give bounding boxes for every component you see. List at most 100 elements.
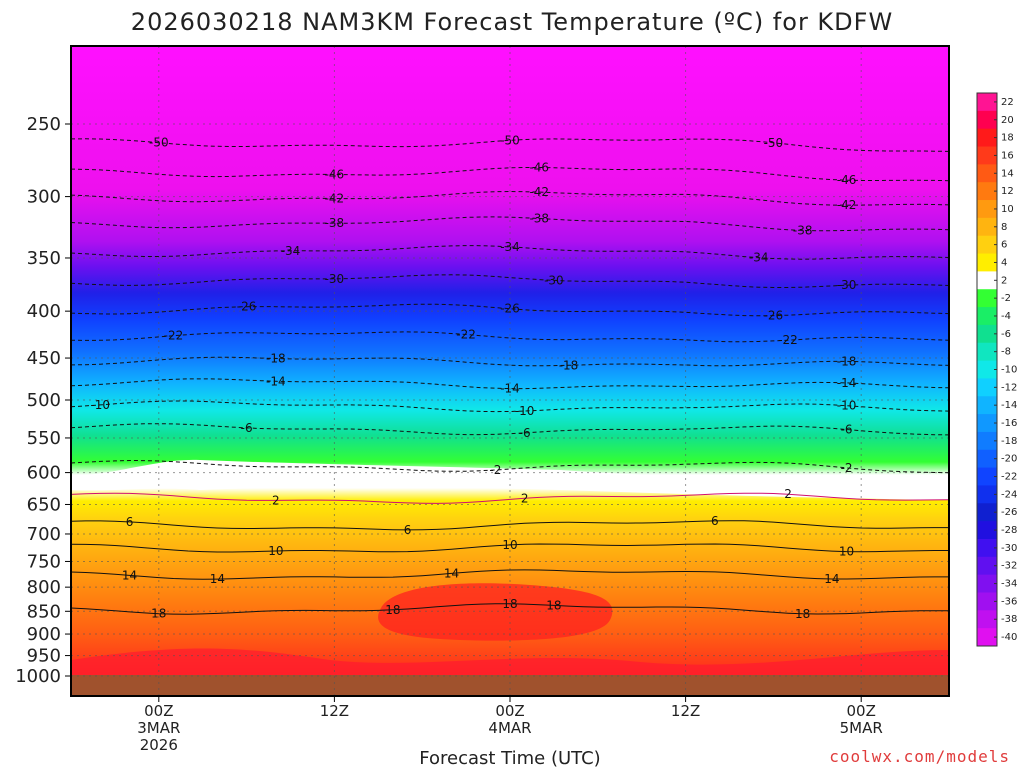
x-axis-label: Forecast Time (UTC) <box>419 748 600 768</box>
colorbar-swatch <box>977 182 997 201</box>
y-tick-label: 450 <box>27 348 61 369</box>
y-tick-label: 550 <box>27 428 61 449</box>
contour-label: 14 <box>210 572 225 586</box>
colorbar-label: -32 <box>1001 561 1017 572</box>
contour-label: -46 <box>325 167 345 181</box>
contour-label: -34 <box>500 240 520 254</box>
contour-label: -50 <box>764 136 784 150</box>
colorbar-label: 20 <box>1001 115 1014 126</box>
contour-label: -22 <box>456 328 476 342</box>
colorbar-label: -40 <box>1001 632 1017 643</box>
contour-label: 2 <box>784 487 792 501</box>
colorbar-label: -18 <box>1001 436 1017 447</box>
contour-label: -50 <box>149 136 169 150</box>
contour-label: -26 <box>500 302 520 316</box>
colorbar-swatch <box>977 378 997 397</box>
colorbar-label: 12 <box>1001 186 1014 197</box>
contour-label: -50 <box>500 133 520 147</box>
y-tick-label: 400 <box>27 301 61 322</box>
contour-labels: -50 -50 -50 -46 -46 -46 -42 -42 -42 -38 -38 -38 -34 -… <box>90 133 857 621</box>
colorbar-swatch <box>977 200 997 219</box>
contour-label: -30 <box>837 278 857 292</box>
colorbar-label: -22 <box>1001 472 1017 483</box>
contour-label: -42 <box>325 191 345 205</box>
x-tick-label: 00Z <box>144 702 173 720</box>
y-tick-label: 350 <box>27 248 61 269</box>
contour-label: -26 <box>764 309 784 323</box>
colorbar-label: -8 <box>1001 347 1011 358</box>
colorbar-swatch <box>977 467 997 486</box>
colorbar-swatch <box>977 360 997 379</box>
contour-label: -6 <box>519 426 531 440</box>
colorbar-label: -30 <box>1001 543 1017 554</box>
colorbar-label: -10 <box>1001 365 1017 376</box>
colorbar-label: 10 <box>1001 204 1014 215</box>
y-tick-label: 300 <box>27 187 61 208</box>
contour-label: 6 <box>404 523 412 537</box>
colorbar-swatch <box>977 485 997 504</box>
colorbar-swatch <box>977 235 997 255</box>
contour-label: -2 <box>489 463 501 477</box>
colorbar-swatch <box>977 396 997 415</box>
colorbar-swatch <box>977 146 997 165</box>
y-tick-label: 250 <box>27 114 61 135</box>
credit-text: coolwx.com/models <box>829 747 1010 766</box>
colorbar-label: -38 <box>1001 614 1017 625</box>
colorbar-label: -16 <box>1001 418 1017 429</box>
colorbar-swatch <box>977 538 997 558</box>
colorbar-swatch <box>977 110 997 130</box>
contour-line <box>70 492 950 504</box>
contour-label: -34 <box>749 251 769 265</box>
chart-title: 2026030218 NAM3KM Forecast Temperature (… <box>131 8 893 36</box>
colorbar-swatch <box>977 217 997 237</box>
y-axis: 2503003504004505005506006507007508008509… <box>15 114 71 687</box>
colorbar-swatch <box>977 414 997 433</box>
contour-line <box>70 543 949 553</box>
colorbar-label: -14 <box>1001 400 1017 411</box>
contour-label: -46 <box>529 160 549 174</box>
contour-label: 18 <box>546 598 561 612</box>
colorbar-swatch <box>977 628 997 647</box>
x-tick-label: 2026 <box>140 736 178 754</box>
contour-label: -6 <box>841 423 853 437</box>
contour-label: -14 <box>837 376 857 390</box>
warm-lower-region <box>71 648 949 676</box>
colorbar-label: -4 <box>1001 311 1011 322</box>
x-tick-label: 12Z <box>671 702 700 720</box>
warm-core-region <box>378 583 613 641</box>
colorbar-label: 2 <box>1001 275 1007 286</box>
colorbar-label: 22 <box>1001 97 1014 108</box>
x-tick-label: 12Z <box>320 702 349 720</box>
y-tick-label: 700 <box>27 524 61 545</box>
colorbar-swatch <box>977 289 997 308</box>
y-tick-label: 900 <box>27 624 61 645</box>
contour-label: -38 <box>793 223 813 237</box>
colorbar-label: 6 <box>1001 240 1007 251</box>
contour-label: 10 <box>502 538 517 552</box>
contour-label: 10 <box>268 544 283 558</box>
colorbar-swatch <box>977 521 997 540</box>
contour-label: 18 <box>151 607 166 621</box>
colorbar-swatch <box>977 164 997 183</box>
y-tick-label: 800 <box>27 577 61 598</box>
colorbar-label: 8 <box>1001 222 1007 233</box>
colorbar-label: 16 <box>1001 150 1014 161</box>
colorbar-swatch <box>977 574 997 593</box>
contour-label: -18 <box>559 358 579 372</box>
y-tick-label: 850 <box>27 601 61 622</box>
colorbar: 22 20 18 16 14 12 10 8 6 4 2 -2 -4 -6 -8 -10 -12 -14 -16 -1… <box>976 92 1017 647</box>
colorbar-swatch <box>977 253 997 272</box>
contour-label: 2 <box>272 493 280 507</box>
colorbar-swatch <box>977 592 997 611</box>
colorbar-swatch <box>977 307 997 326</box>
contour-label: 6 <box>711 514 719 528</box>
colorbar-label: -24 <box>1001 489 1017 500</box>
contour-label: -38 <box>529 212 549 226</box>
x-tick-label: 4MAR <box>488 719 531 737</box>
contour-label: 10 <box>839 545 854 559</box>
contour-label: -14 <box>266 374 286 388</box>
plot-area: -50 -50 -50 -46 -46 -46 -42 -42 -42 -38 -38 -38 -34 -… <box>70 45 950 697</box>
contour-label: -42 <box>837 198 857 212</box>
